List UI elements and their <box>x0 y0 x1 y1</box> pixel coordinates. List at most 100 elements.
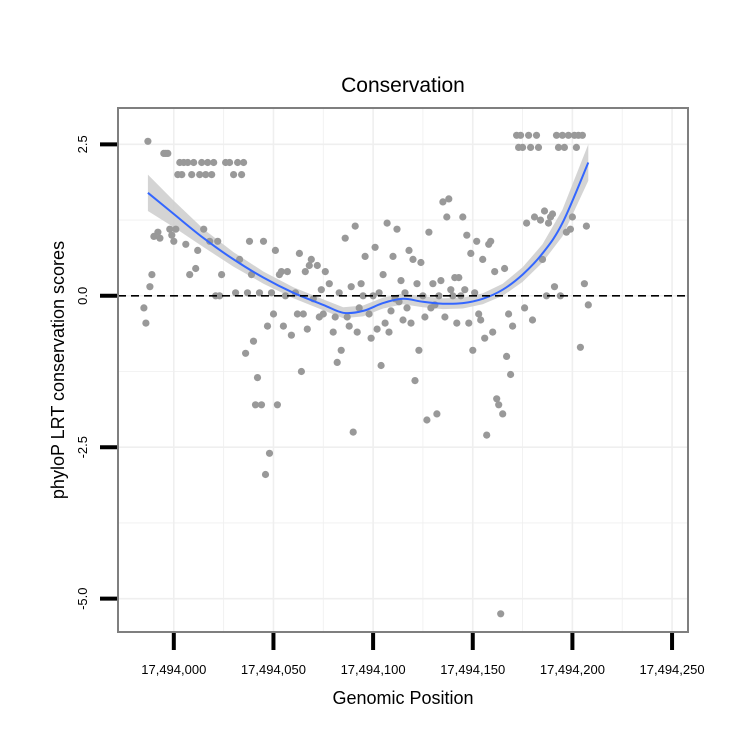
data-point <box>465 319 473 327</box>
data-point <box>548 210 557 218</box>
data-point <box>532 131 541 139</box>
data-point <box>495 401 503 409</box>
data-point <box>345 322 353 330</box>
data-point <box>329 328 337 336</box>
y-tick-label: 0.0 <box>75 287 90 305</box>
data-point <box>413 280 421 288</box>
data-point <box>377 361 385 370</box>
data-point <box>423 416 431 424</box>
data-point <box>558 131 567 139</box>
x-tick-label: 17,494,250 <box>640 662 705 677</box>
data-point <box>303 325 311 333</box>
data-point <box>343 313 351 321</box>
data-point <box>421 313 429 321</box>
data-point <box>269 310 278 318</box>
data-point <box>508 322 517 330</box>
data-point <box>407 319 415 327</box>
data-point <box>265 449 274 457</box>
y-tick-label: -2.5 <box>75 436 90 458</box>
data-point <box>319 310 327 318</box>
data-point <box>578 131 587 139</box>
data-point <box>178 171 186 179</box>
data-point <box>361 252 369 260</box>
data-point <box>560 143 569 151</box>
panel-border <box>117 107 689 633</box>
smooth-line <box>147 162 590 315</box>
data-point <box>357 280 365 288</box>
data-point <box>337 346 345 354</box>
data-point <box>540 207 549 215</box>
data-point <box>544 219 553 227</box>
data-point <box>501 264 509 273</box>
x-tick-label: 17,494,200 <box>540 662 605 677</box>
data-point <box>208 171 216 179</box>
data-point <box>369 292 377 300</box>
data-point <box>243 289 252 297</box>
data-point <box>572 143 581 151</box>
data-point <box>433 410 441 418</box>
data-point <box>190 158 198 167</box>
data-point <box>503 352 511 360</box>
data-point <box>200 225 208 233</box>
data-point <box>353 328 361 336</box>
data-point <box>525 131 533 139</box>
data-point <box>279 322 287 330</box>
data-point <box>341 234 349 242</box>
data-point <box>317 286 325 294</box>
data-point <box>582 222 591 230</box>
data-point <box>144 137 152 145</box>
data-point <box>467 249 475 257</box>
data-point <box>405 246 413 254</box>
data-point <box>182 240 190 248</box>
data-point <box>226 158 234 167</box>
data-point <box>381 319 389 327</box>
data-point <box>489 328 497 336</box>
data-point <box>251 401 260 409</box>
data-point <box>194 246 202 254</box>
data-point <box>365 310 373 318</box>
data-point <box>447 286 455 294</box>
data-point <box>415 346 423 354</box>
data-point <box>146 283 154 291</box>
x-tick-label: 17,494,000 <box>141 662 206 677</box>
data-point <box>373 325 381 333</box>
data-point <box>584 301 592 309</box>
data-point <box>140 304 148 312</box>
data-point <box>439 198 447 206</box>
data-point <box>521 304 529 312</box>
data-point <box>449 292 457 300</box>
x-tick-label: 17,494,050 <box>241 662 306 677</box>
data-point <box>371 243 379 251</box>
data-point <box>192 264 200 273</box>
data-point <box>528 316 537 324</box>
data-point <box>437 277 445 285</box>
data-point <box>542 292 551 300</box>
data-point <box>473 237 481 245</box>
data-point <box>305 261 313 270</box>
data-point <box>355 304 363 312</box>
data-point <box>554 143 563 151</box>
data-point <box>186 271 194 279</box>
data-point <box>387 307 395 315</box>
data-point <box>389 252 397 260</box>
data-point <box>479 255 487 263</box>
data-point <box>325 280 333 288</box>
data-point <box>445 195 453 203</box>
data-point <box>259 237 268 245</box>
data-point <box>216 292 224 300</box>
data-point <box>564 131 573 139</box>
data-point <box>238 171 246 179</box>
data-point <box>349 428 357 436</box>
x-tick-label: 17,494,150 <box>440 662 505 677</box>
data-point <box>566 225 575 233</box>
data-point <box>283 268 291 276</box>
data-point <box>240 158 248 167</box>
data-point <box>277 268 285 276</box>
x-axis: 17,494,000 17,494,050 17,494,100 17,494,150… <box>141 633 705 677</box>
y-axis: 2.5 0.0 -2.5 -5.0 <box>75 135 117 610</box>
data-point <box>493 395 501 403</box>
plot-panel <box>118 108 688 632</box>
data-point <box>218 271 226 279</box>
